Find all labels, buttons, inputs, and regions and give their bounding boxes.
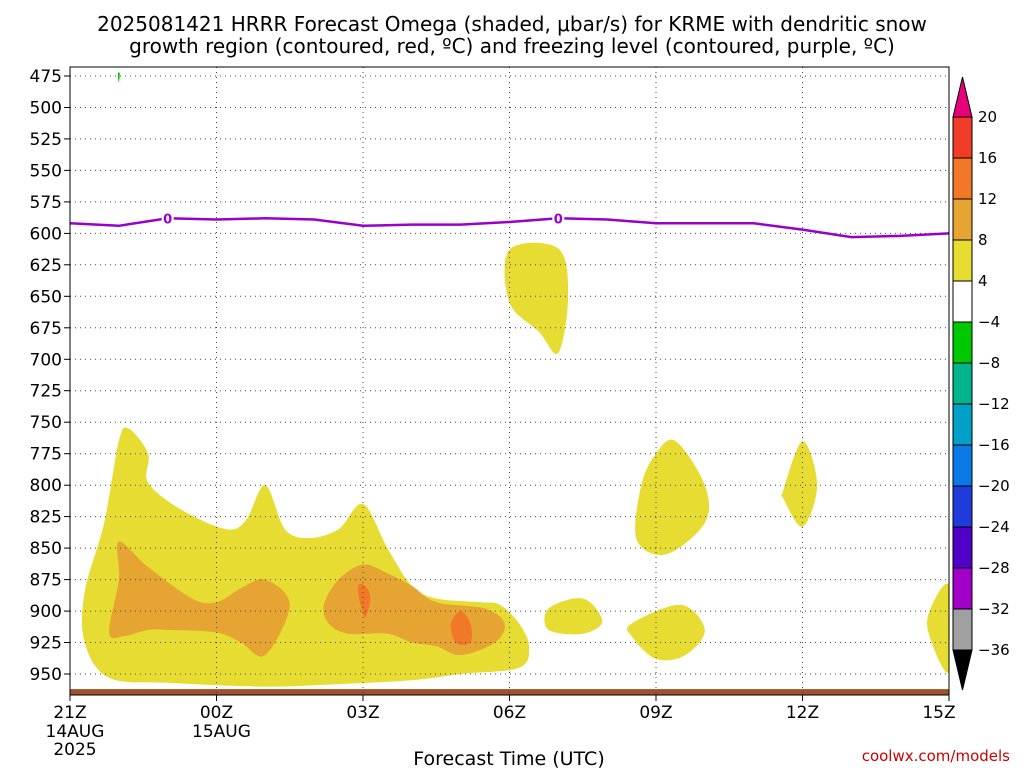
y-tick-label-500: 500 bbox=[30, 99, 62, 119]
freezing-level-label-2: 0 bbox=[554, 212, 563, 227]
freezing-level-line bbox=[69, 217, 950, 239]
colorbar-label-12: −28 bbox=[978, 559, 1010, 577]
colorbar-cap-top bbox=[952, 76, 973, 118]
y-tick-label-850: 850 bbox=[30, 539, 62, 559]
colorbar-cell-8 bbox=[952, 403, 973, 446]
colorbar-cell-1 bbox=[952, 116, 973, 159]
y-tick-label-825: 825 bbox=[30, 508, 62, 528]
y-tick-label-875: 875 bbox=[30, 571, 62, 591]
omega-region-10 bbox=[626, 604, 705, 661]
x-tick-label-21Z: 21Z bbox=[53, 703, 86, 723]
omega-shading bbox=[81, 72, 949, 687]
freezing-label-bg-1 bbox=[161, 211, 174, 226]
colorbar-cap-bottom bbox=[952, 649, 973, 691]
colorbar-label-4: 8 bbox=[978, 231, 988, 249]
colorbar-cell-4 bbox=[952, 239, 973, 282]
y-tick-label-750: 750 bbox=[30, 413, 62, 433]
x-tick-label-03Z: 03Z bbox=[346, 703, 379, 723]
omega-region-6 bbox=[504, 242, 569, 355]
colorbar-cell-7 bbox=[952, 362, 973, 405]
x-date-label-21Z-2: 2025 bbox=[53, 740, 96, 760]
colorbar-cell-13 bbox=[952, 608, 973, 651]
y-tick-label-575: 575 bbox=[30, 193, 62, 213]
omega-region-5 bbox=[450, 611, 472, 645]
x-axis-label: Forecast Time (UTC) bbox=[413, 748, 604, 768]
y-tick-label-725: 725 bbox=[30, 382, 62, 402]
y-tick-label-675: 675 bbox=[30, 319, 62, 339]
y-tick-label-550: 550 bbox=[30, 161, 62, 181]
x-tick-label-00Z: 00Z bbox=[200, 703, 233, 723]
colorbar-label-11: −24 bbox=[978, 518, 1010, 536]
colorbar-label-14: −36 bbox=[978, 641, 1010, 659]
colorbar-label-3: 12 bbox=[978, 190, 997, 208]
x-tick-label-06Z: 06Z bbox=[493, 703, 526, 723]
colorbar-cell-12 bbox=[952, 567, 973, 610]
x-tick-label-09Z: 09Z bbox=[639, 703, 672, 723]
y-tick-label-925: 925 bbox=[30, 634, 62, 654]
colorbar-label-5: 4 bbox=[978, 272, 988, 290]
omega-region-12 bbox=[117, 72, 120, 83]
colorbar-label-8: −12 bbox=[978, 395, 1010, 413]
colorbar-cell-11 bbox=[952, 526, 973, 569]
colorbar-label-6: −4 bbox=[978, 313, 1000, 331]
y-tick-label-650: 650 bbox=[30, 287, 62, 307]
y-tick-label-800: 800 bbox=[30, 476, 62, 496]
colorbar-cell-10 bbox=[952, 485, 973, 528]
colorbar-label-2: 16 bbox=[978, 149, 997, 167]
y-tick-label-950: 950 bbox=[30, 665, 62, 685]
colorbar-cell-5 bbox=[952, 280, 973, 323]
colorbar-cell-6 bbox=[952, 321, 973, 364]
colorbar-cell-3 bbox=[952, 198, 973, 241]
x-date-label-00Z-1: 15AUG bbox=[192, 722, 251, 742]
y-tick-label-900: 900 bbox=[30, 602, 62, 622]
colorbar-cell-9 bbox=[952, 444, 973, 487]
omega-region-9 bbox=[544, 598, 603, 635]
y-tick-label-700: 700 bbox=[30, 350, 62, 370]
omega-region-7 bbox=[635, 439, 710, 556]
y-axis-ticks: 475 500 525 550 575 600 625 650 675 700 725 750 775 8… bbox=[30, 67, 70, 685]
colorbar-cell-2 bbox=[952, 157, 973, 200]
chart-title-line-2: growth region (contoured, red, ºC) and f… bbox=[129, 34, 895, 58]
omega-region-8 bbox=[780, 441, 818, 527]
omega-region-11 bbox=[927, 583, 949, 673]
freezing-level-label-1: 0 bbox=[163, 212, 172, 227]
x-date-label-21Z-1: 14AUG bbox=[46, 722, 105, 742]
credit-text: coolwx.com/models bbox=[862, 747, 1010, 765]
colorbar-label-13: −32 bbox=[978, 600, 1010, 618]
colorbar-label-9: −16 bbox=[978, 436, 1010, 454]
x-tick-label-12Z: 12Z bbox=[786, 703, 819, 723]
omega-region-2 bbox=[109, 541, 290, 657]
y-tick-label-525: 525 bbox=[30, 130, 62, 150]
freezing-label-bg-2 bbox=[552, 211, 565, 226]
chart-title-line-1: 2025081421 HRRR Forecast Omega (shaded, … bbox=[97, 12, 927, 36]
x-tick-label-15Z: 15Z bbox=[922, 703, 955, 723]
colorbar-label-7: −8 bbox=[978, 354, 1000, 372]
colorbar: 20 16 12 8 4 −4 −8 −12 −16 −20 −24 −28 −32 −36 bbox=[952, 76, 1010, 691]
y-tick-label-475: 475 bbox=[30, 67, 62, 87]
colorbar-label-1: 20 bbox=[978, 108, 997, 126]
colorbar-label-10: −20 bbox=[978, 477, 1010, 495]
omega-region-4 bbox=[357, 583, 371, 618]
y-tick-label-625: 625 bbox=[30, 256, 62, 276]
y-tick-label-600: 600 bbox=[30, 224, 62, 244]
y-tick-label-775: 775 bbox=[30, 445, 62, 465]
